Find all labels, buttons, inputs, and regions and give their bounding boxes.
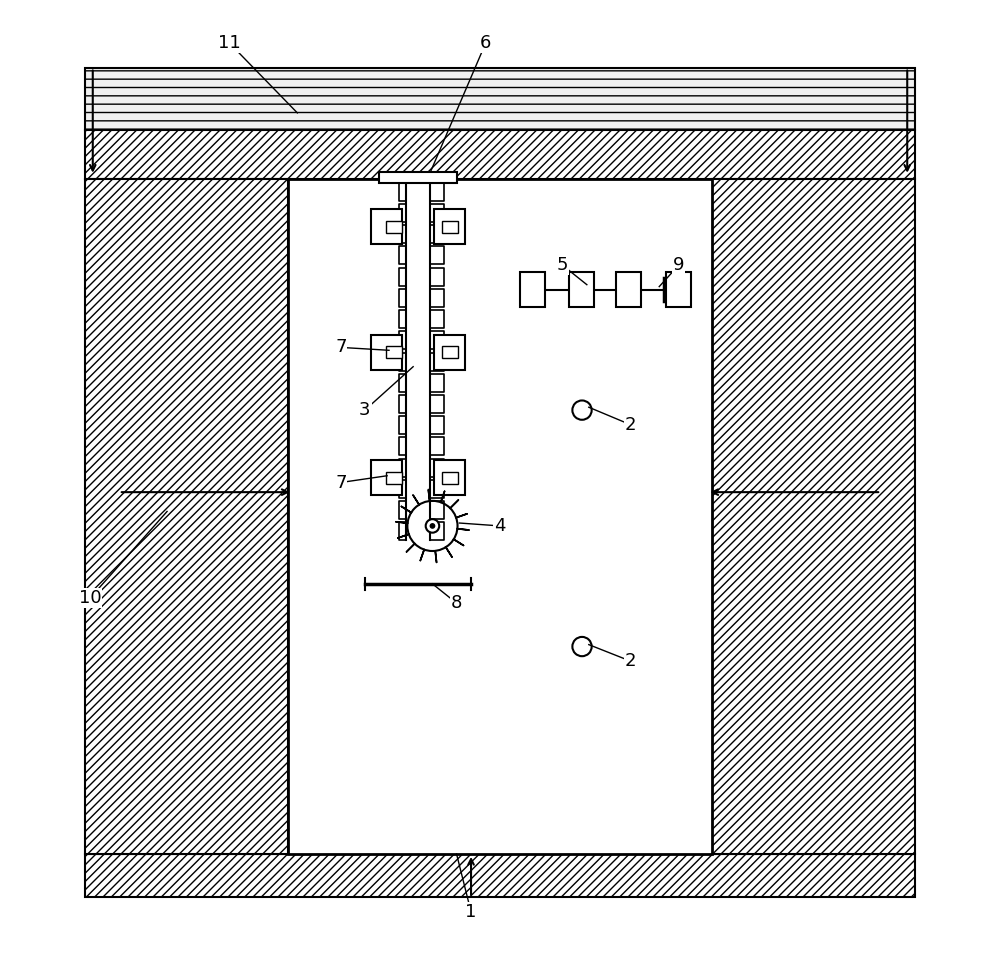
Bar	[386, 221, 402, 233]
Bar	[569, 272, 594, 307]
Bar	[85, 179, 288, 854]
Text: 3: 3	[359, 401, 371, 419]
Bar	[616, 272, 641, 307]
Text: 2: 2	[625, 416, 636, 433]
Bar	[288, 179, 712, 854]
Text: 10: 10	[79, 590, 101, 607]
Bar	[85, 854, 915, 897]
Bar	[85, 130, 915, 179]
Text: 7: 7	[335, 339, 347, 356]
Bar	[442, 221, 458, 233]
Text: 8: 8	[451, 594, 462, 612]
Bar	[434, 209, 465, 244]
Bar	[379, 172, 457, 183]
Bar	[434, 460, 465, 495]
Text: 7: 7	[335, 474, 347, 491]
Circle shape	[430, 523, 435, 529]
Bar	[371, 460, 402, 495]
Text: 5: 5	[557, 257, 568, 274]
Bar	[442, 346, 458, 358]
Bar	[386, 472, 402, 483]
Bar	[434, 335, 465, 370]
Bar	[386, 346, 402, 358]
Bar	[712, 179, 915, 854]
Text: 9: 9	[673, 257, 684, 274]
Bar	[666, 272, 691, 307]
Bar	[442, 472, 458, 483]
Circle shape	[426, 519, 439, 533]
Bar	[371, 335, 402, 370]
Bar	[85, 68, 915, 130]
Bar	[520, 272, 545, 307]
Text: 1: 1	[465, 903, 477, 921]
Text: 6: 6	[480, 35, 491, 52]
Bar	[371, 209, 402, 244]
Text: 4: 4	[494, 517, 506, 535]
Text: 2: 2	[625, 652, 636, 670]
Text: 11: 11	[218, 35, 241, 52]
